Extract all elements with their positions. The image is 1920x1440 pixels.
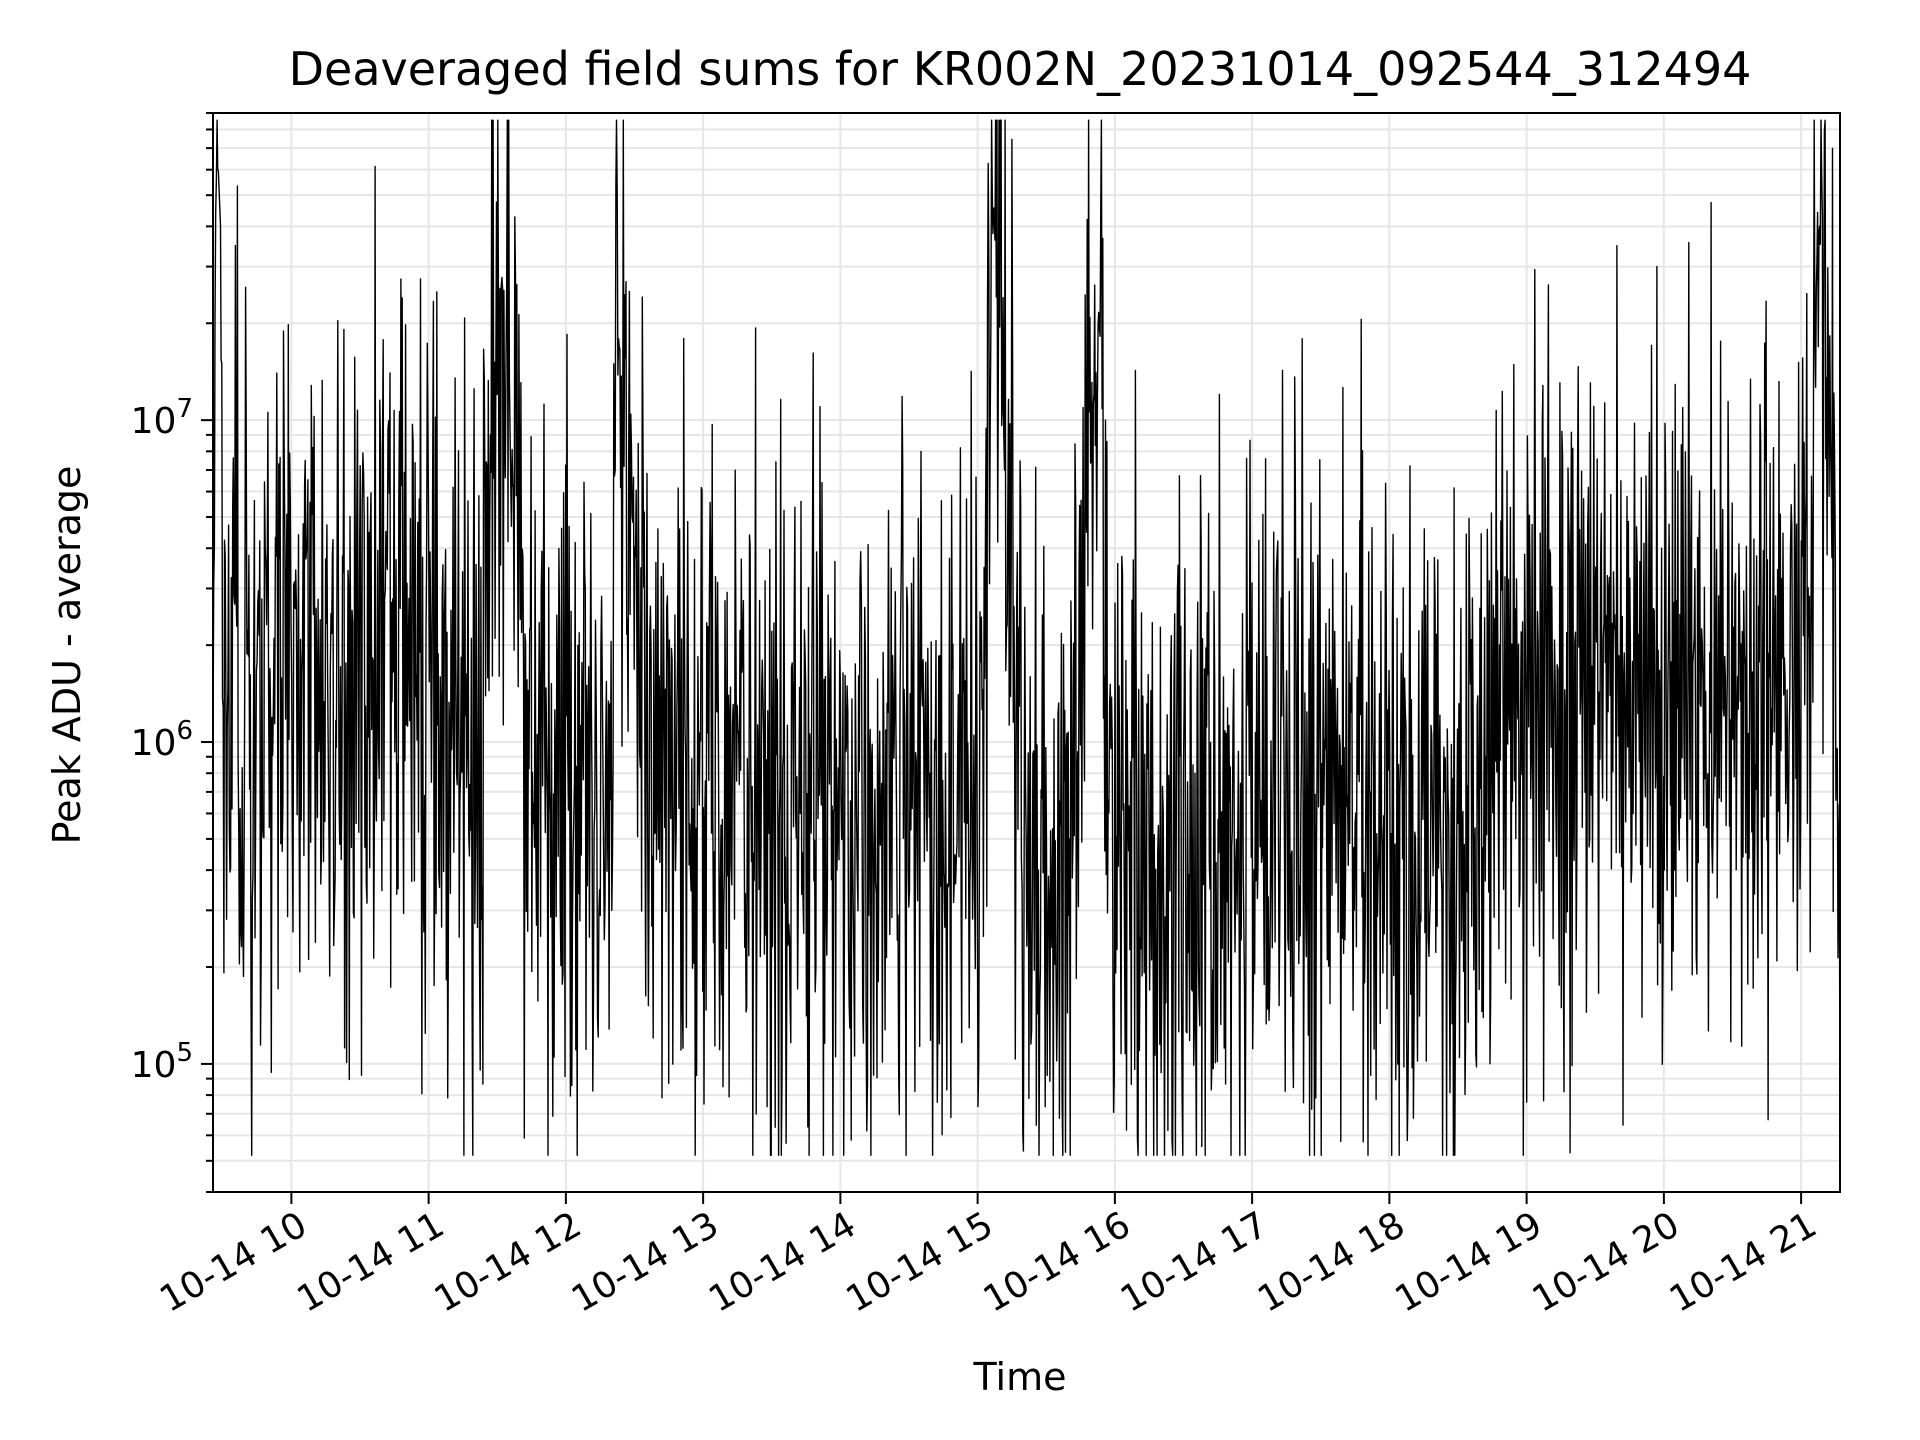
y-tick-label: 107 — [131, 394, 193, 442]
y-tick-label: 106 — [131, 716, 193, 764]
chart-title: Deaveraged field sums for KR002N_2023101… — [289, 42, 1752, 96]
y-tick-label-exponent: 7 — [176, 394, 193, 424]
data-line-group — [212, 119, 1841, 1156]
y-axis-label: Peak ADU - average — [45, 466, 89, 845]
y-tick-label-base: 10 — [131, 723, 177, 764]
y-tick-label-exponent: 6 — [176, 716, 193, 746]
y-tick-label-base: 10 — [131, 1045, 177, 1086]
plot-frame — [212, 112, 1841, 1193]
y-tick-label-base: 10 — [131, 401, 177, 442]
y-tick-label: 105 — [131, 1038, 193, 1086]
data-line — [212, 119, 1841, 1156]
x-axis-label: Time — [973, 1355, 1067, 1399]
y-tick-label-exponent: 5 — [176, 1038, 193, 1068]
